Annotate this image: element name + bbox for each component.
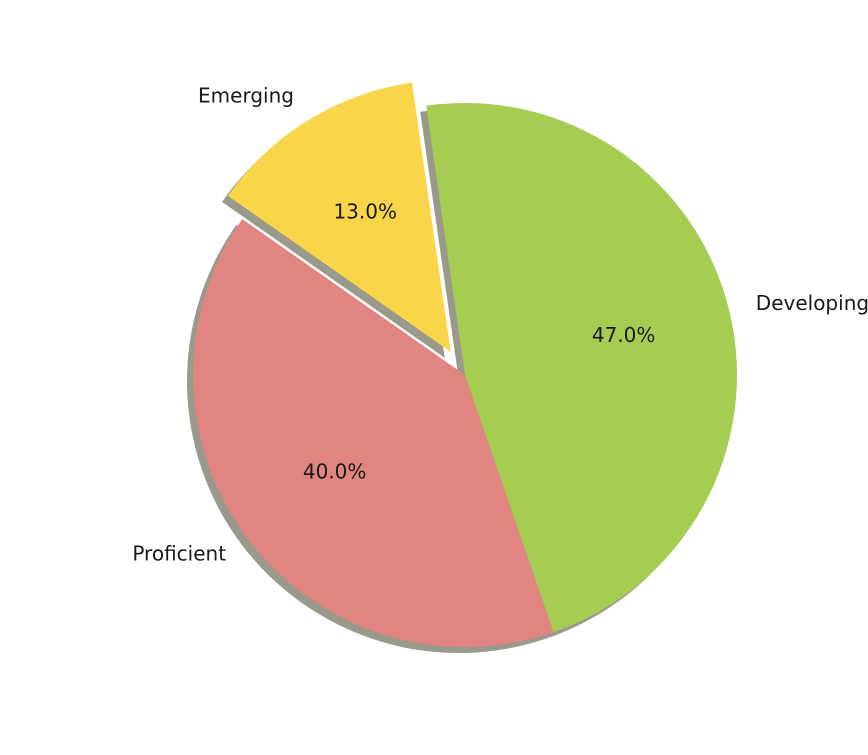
percent-label-developing: 47.0% bbox=[592, 323, 656, 347]
percent-label-emerging: 13.0% bbox=[333, 199, 397, 223]
category-label-developing: Developing bbox=[756, 291, 868, 315]
slice-layer bbox=[193, 82, 737, 647]
category-label-emerging: Emerging bbox=[198, 83, 294, 107]
slice-developing bbox=[426, 103, 737, 633]
slice-proficient bbox=[193, 218, 554, 647]
category-label-proficient: Proficient bbox=[132, 542, 226, 566]
slice-emerging bbox=[227, 82, 451, 352]
label-layer: 40.0% Proficient 47.0% Developing 13.0% Emerg… bbox=[132, 83, 868, 565]
percent-label-proficient: 40.0% bbox=[303, 460, 367, 484]
